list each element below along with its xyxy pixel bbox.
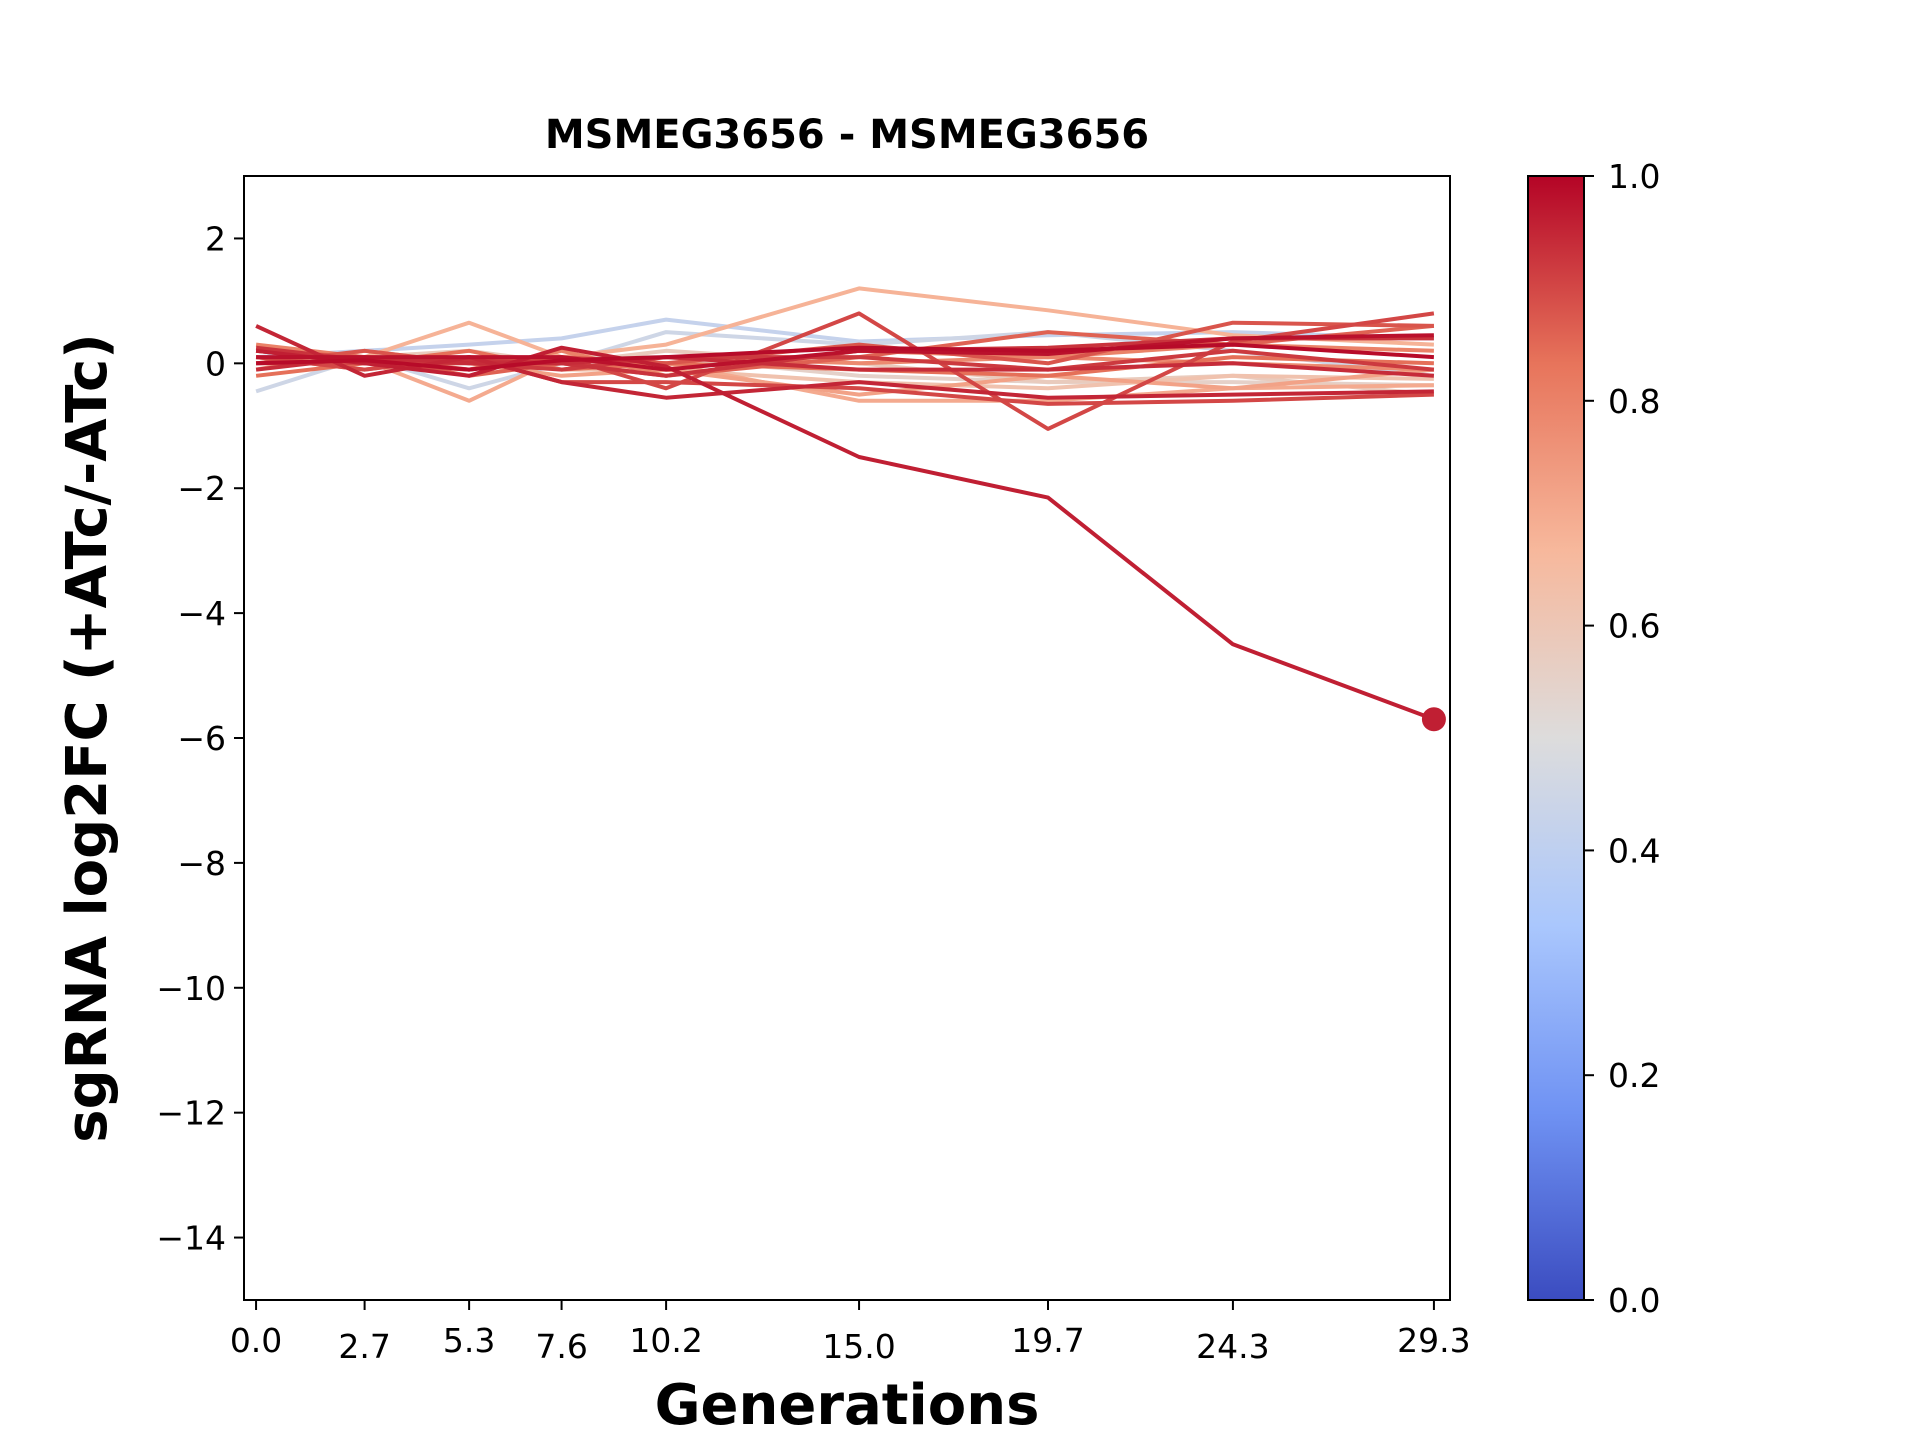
y-tick-label: −2 bbox=[177, 469, 226, 508]
colorbar-tick-label: 0.4 bbox=[1608, 831, 1660, 870]
series-layer bbox=[255, 286, 1435, 722]
colorbar-tick-label: 0.6 bbox=[1608, 607, 1660, 646]
y-tick-label: −6 bbox=[177, 719, 226, 758]
chart-title: MSMEG3656 - MSMEG3656 bbox=[545, 112, 1149, 158]
colorbar-tick-label: 1.0 bbox=[1608, 157, 1660, 196]
marker-layer bbox=[1421, 707, 1446, 732]
x-tick-label: 2.7 bbox=[338, 1327, 390, 1366]
y-tick-label: −14 bbox=[156, 1219, 226, 1258]
y-tick-label: −4 bbox=[177, 594, 226, 633]
x-tick-label: 29.3 bbox=[1397, 1321, 1470, 1360]
x-tick-label: 15.0 bbox=[822, 1327, 895, 1366]
series-end-marker bbox=[1421, 707, 1446, 732]
y-tick-label: 0 bbox=[205, 344, 226, 383]
x-tick-label: 24.3 bbox=[1196, 1327, 1269, 1366]
colorbar bbox=[1527, 175, 1585, 1301]
y-axis: 2 0 −2 −4 −6 −8 −10 −12 −14 bbox=[156, 219, 244, 1258]
x-tick-label: 19.7 bbox=[1011, 1321, 1084, 1360]
series-line-20 bbox=[255, 345, 1435, 722]
series-line-1 bbox=[255, 317, 1434, 360]
y-tick-label: 2 bbox=[205, 219, 226, 258]
series-line-13 bbox=[255, 320, 1434, 366]
y-tick-label: −10 bbox=[156, 969, 226, 1008]
series-line-6 bbox=[255, 286, 1434, 360]
series-line-19 bbox=[255, 324, 1434, 400]
colorbar-tick-label: 0.0 bbox=[1608, 1281, 1660, 1320]
y-axis-label: sgRNA log2FC (+ATc/-ATc) bbox=[55, 333, 120, 1143]
x-tick-label: 7.6 bbox=[535, 1327, 587, 1366]
x-tick-label: 10.2 bbox=[629, 1321, 702, 1360]
colorbar-tick-label: 0.8 bbox=[1608, 382, 1660, 421]
y-tick-label: −8 bbox=[177, 844, 226, 883]
y-tick-label: −12 bbox=[156, 1094, 226, 1133]
series-line-15 bbox=[256, 311, 1435, 431]
x-axis-label: Generations bbox=[655, 1373, 1040, 1438]
series-line-22 bbox=[256, 342, 1435, 372]
series-line-21 bbox=[256, 333, 1434, 372]
x-tick-label: 5.3 bbox=[443, 1321, 495, 1360]
x-axis: 0.0 2.7 5.3 7.6 10.2 15.0 19.7 24.3 29.3 bbox=[230, 1300, 1471, 1366]
x-tick-label: 0.0 bbox=[230, 1321, 282, 1360]
colorbar-axis: 0.0 0.2 0.4 0.6 0.8 1.0 bbox=[1584, 157, 1660, 1320]
colorbar-tick-label: 0.2 bbox=[1608, 1056, 1660, 1095]
